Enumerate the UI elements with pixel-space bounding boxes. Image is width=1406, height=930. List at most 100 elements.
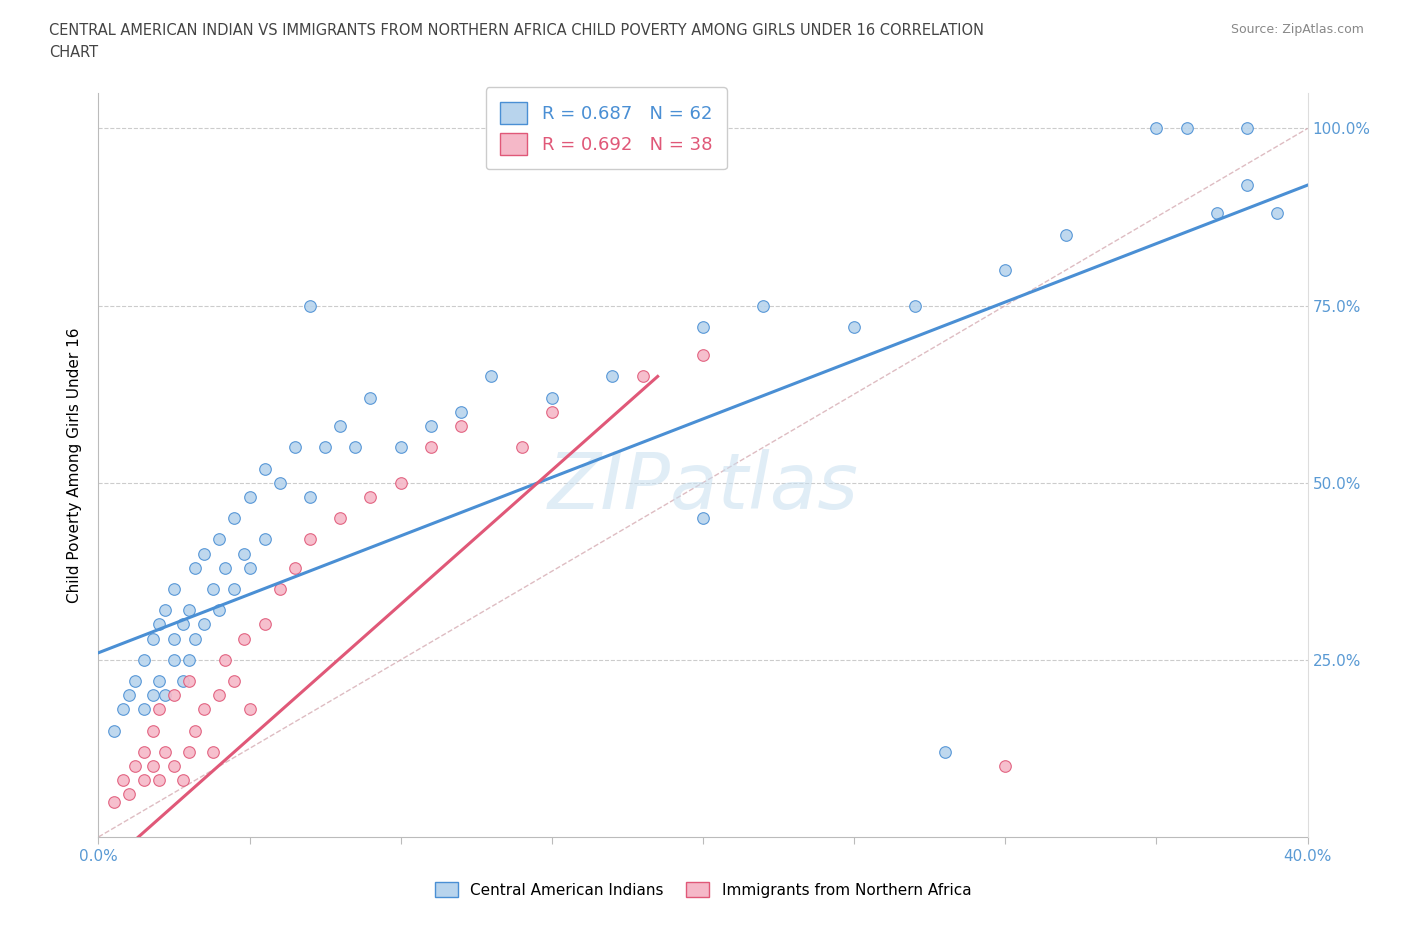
Point xyxy=(540,391,562,405)
Point xyxy=(239,560,262,575)
Point xyxy=(692,511,714,525)
Point xyxy=(111,702,134,717)
Point xyxy=(420,440,443,455)
Point xyxy=(179,653,201,668)
Point xyxy=(1054,227,1077,242)
Point xyxy=(602,369,624,384)
Point xyxy=(202,745,225,760)
Point xyxy=(224,511,246,525)
Point xyxy=(142,759,165,774)
Point xyxy=(344,440,367,455)
Point xyxy=(692,319,714,334)
Point xyxy=(481,369,503,384)
Point xyxy=(142,724,165,738)
Point xyxy=(284,560,307,575)
Point xyxy=(132,745,155,760)
Point xyxy=(284,440,307,455)
Point xyxy=(163,581,186,596)
Point xyxy=(934,745,956,760)
Point xyxy=(329,511,352,525)
Point xyxy=(184,724,207,738)
Point xyxy=(193,546,215,561)
Point xyxy=(329,418,352,433)
Point xyxy=(299,532,322,547)
Point xyxy=(510,440,533,455)
Point xyxy=(1236,121,1258,136)
Text: CENTRAL AMERICAN INDIAN VS IMMIGRANTS FROM NORTHERN AFRICA CHILD POVERTY AMONG G: CENTRAL AMERICAN INDIAN VS IMMIGRANTS FR… xyxy=(49,23,984,38)
Point xyxy=(163,631,186,646)
Point xyxy=(752,299,775,313)
Y-axis label: Child Poverty Among Girls Under 16: Child Poverty Among Girls Under 16 xyxy=(67,327,83,603)
Point xyxy=(1267,206,1289,221)
Point xyxy=(904,299,927,313)
Point xyxy=(148,773,170,788)
Point xyxy=(389,475,412,490)
Point xyxy=(239,489,262,504)
Point xyxy=(179,745,201,760)
Point xyxy=(184,560,207,575)
Point xyxy=(118,688,141,703)
Point xyxy=(153,603,176,618)
Point xyxy=(450,405,472,419)
Point xyxy=(153,688,176,703)
Text: ZIPatlas: ZIPatlas xyxy=(547,449,859,525)
Point xyxy=(232,631,254,646)
Point xyxy=(299,299,322,313)
Point xyxy=(692,348,714,363)
Point xyxy=(148,673,170,688)
Point xyxy=(172,773,194,788)
Point xyxy=(124,673,146,688)
Point xyxy=(179,673,201,688)
Point xyxy=(163,759,186,774)
Point xyxy=(148,617,170,631)
Point xyxy=(132,653,155,668)
Point xyxy=(224,673,246,688)
Point xyxy=(253,461,276,476)
Point xyxy=(132,773,155,788)
Point xyxy=(153,745,176,760)
Point xyxy=(360,489,382,504)
Legend: Central American Indians, Immigrants from Northern Africa: Central American Indians, Immigrants fro… xyxy=(429,875,977,904)
Point xyxy=(193,702,215,717)
Point xyxy=(208,532,231,547)
Point xyxy=(184,631,207,646)
Point xyxy=(253,617,276,631)
Point xyxy=(994,262,1017,277)
Point xyxy=(314,440,336,455)
Point xyxy=(208,688,231,703)
Point xyxy=(142,688,165,703)
Point xyxy=(540,405,562,419)
Point xyxy=(269,581,291,596)
Point xyxy=(172,617,194,631)
Point xyxy=(208,603,231,618)
Point xyxy=(103,794,125,809)
Point xyxy=(111,773,134,788)
Point xyxy=(163,653,186,668)
Point xyxy=(1236,178,1258,193)
Point xyxy=(389,440,412,455)
Point xyxy=(214,560,236,575)
Point xyxy=(360,391,382,405)
Point xyxy=(1206,206,1229,221)
Point xyxy=(1144,121,1167,136)
Point xyxy=(450,418,472,433)
Point xyxy=(844,319,866,334)
Text: CHART: CHART xyxy=(49,45,98,60)
Point xyxy=(103,724,125,738)
Point xyxy=(232,546,254,561)
Point xyxy=(269,475,291,490)
Point xyxy=(253,532,276,547)
Point xyxy=(1175,121,1198,136)
Point xyxy=(179,603,201,618)
Point xyxy=(172,673,194,688)
Point xyxy=(299,489,322,504)
Point xyxy=(214,653,236,668)
Point xyxy=(631,369,654,384)
Point xyxy=(994,759,1017,774)
Point xyxy=(163,688,186,703)
Point xyxy=(420,418,443,433)
Point xyxy=(142,631,165,646)
Point xyxy=(224,581,246,596)
Point xyxy=(124,759,146,774)
Point xyxy=(132,702,155,717)
